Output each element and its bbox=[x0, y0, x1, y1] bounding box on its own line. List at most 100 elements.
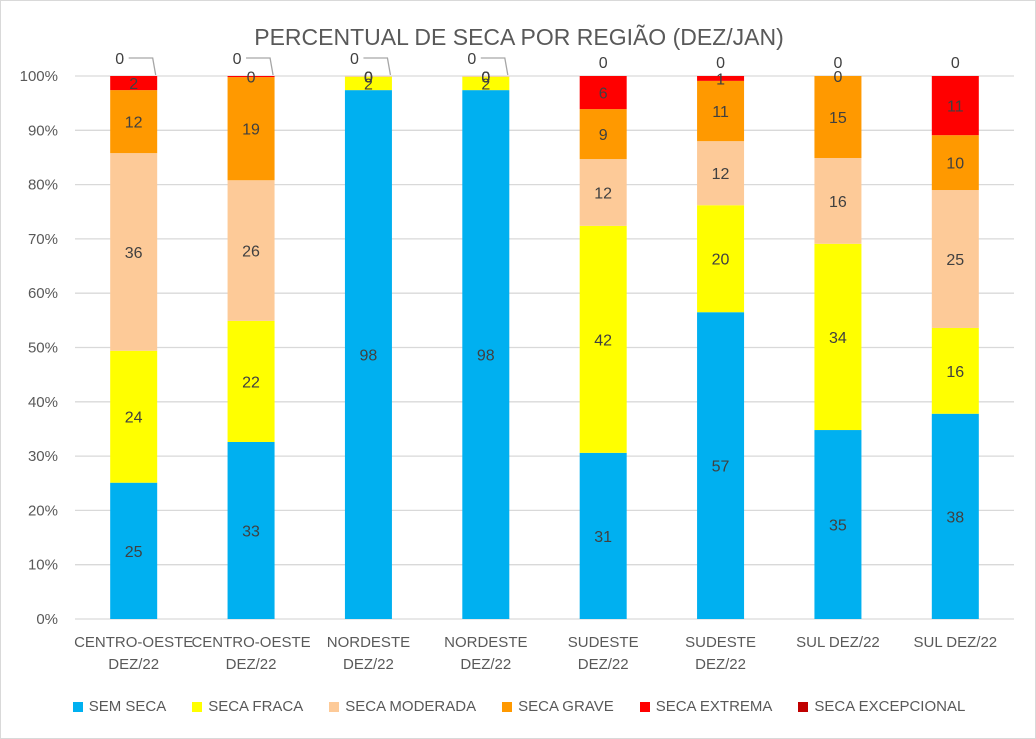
chart-title: PERCENTUAL DE SECA POR REGIÃO (DEZ/JAN) bbox=[254, 24, 784, 50]
data-label: 36 bbox=[125, 245, 143, 262]
data-label: 11 bbox=[947, 99, 964, 116]
chart-svg: PERCENTUAL DE SECA POR REGIÃO (DEZ/JAN) … bbox=[20, 24, 1014, 673]
bar-segment-seca-grave bbox=[579, 109, 627, 160]
data-label: 0 bbox=[599, 55, 608, 72]
bar-segment-seca-extrema bbox=[697, 76, 745, 81]
bar-segment-seca-extrema bbox=[579, 76, 627, 110]
x-tick-label: SUL DEZ/22 bbox=[796, 634, 880, 651]
bar-segment-seca-moderada bbox=[814, 157, 862, 244]
x-tick-label: DEZ/22 bbox=[226, 656, 277, 673]
data-label: 98 bbox=[477, 348, 495, 365]
bar-segment-seca-extrema bbox=[227, 76, 275, 78]
bar-segment-seca-fraca bbox=[579, 225, 627, 453]
data-label: 0 bbox=[951, 55, 960, 72]
y-tick-label: 0% bbox=[36, 611, 58, 628]
legend-swatch bbox=[72, 701, 83, 712]
bar-segment-seca-fraca bbox=[344, 76, 392, 91]
data-labels: 2524361220332226190098200009820000314212… bbox=[115, 51, 964, 561]
x-tick-label: SUL DEZ/22 bbox=[913, 634, 997, 651]
y-tick-label: 30% bbox=[28, 448, 58, 465]
x-tick-label: DEZ/22 bbox=[578, 656, 629, 673]
data-label: 12 bbox=[125, 115, 143, 132]
legend-swatch bbox=[639, 701, 650, 712]
x-tick-label: DEZ/22 bbox=[695, 656, 746, 673]
data-label: 0 bbox=[481, 69, 490, 86]
legend-label: SEM SECA bbox=[88, 698, 167, 715]
y-tick-label: 70% bbox=[28, 231, 58, 248]
bar-segment-seca-moderada bbox=[227, 180, 275, 321]
data-label: 0 bbox=[833, 55, 842, 72]
data-label: 12 bbox=[594, 185, 612, 202]
data-label: 0 bbox=[233, 51, 242, 68]
bar-segment-seca-grave bbox=[227, 77, 275, 181]
data-label: 6 bbox=[599, 86, 608, 103]
data-label: 35 bbox=[829, 518, 847, 535]
data-label: 26 bbox=[242, 244, 260, 261]
bar-segment-sem-seca bbox=[697, 312, 745, 619]
data-label: 0 bbox=[833, 69, 842, 86]
data-label: 57 bbox=[712, 459, 730, 476]
data-label: 20 bbox=[712, 252, 730, 269]
data-label: 2 bbox=[481, 76, 490, 93]
y-tick-label: 20% bbox=[28, 502, 58, 519]
data-label: 25 bbox=[125, 544, 143, 561]
x-tick-label: DEZ/22 bbox=[460, 656, 511, 673]
data-label: 0 bbox=[364, 69, 373, 86]
legend-label: SECA EXCEPCIONAL bbox=[814, 698, 966, 715]
bar-segment-seca-moderada bbox=[931, 190, 979, 328]
legend-swatch bbox=[798, 701, 809, 712]
bars bbox=[110, 76, 979, 620]
data-label: 16 bbox=[829, 194, 847, 211]
y-tick-label: 100% bbox=[20, 68, 58, 85]
bar-segment-sem-seca bbox=[579, 452, 627, 619]
y-tick-label: 10% bbox=[28, 557, 58, 574]
data-label: 11 bbox=[712, 104, 729, 121]
legend-item: SECA GRAVE bbox=[502, 698, 614, 715]
label-leader-line bbox=[363, 57, 392, 76]
bar-segment-seca-fraca bbox=[227, 320, 275, 442]
x-tick-label: NORDESTE bbox=[444, 634, 527, 651]
data-label: 2 bbox=[364, 76, 373, 93]
bar-segment-seca-extrema bbox=[110, 76, 158, 91]
bar-segment-seca-grave bbox=[110, 90, 158, 154]
y-tick-label: 60% bbox=[28, 285, 58, 302]
x-tick-label: NORDESTE bbox=[327, 634, 410, 651]
legend: SEM SECA SECA FRACA SECA MODERADA SECA GRAV… bbox=[1, 698, 1036, 715]
legend-label: SECA EXTREMA bbox=[655, 698, 773, 715]
data-label: 0 bbox=[467, 51, 476, 68]
legend-item: SECA MODERADA bbox=[329, 698, 476, 715]
data-label: 0 bbox=[481, 69, 490, 86]
x-tick-label: DEZ/22 bbox=[343, 656, 394, 673]
bar-segment-sem-seca bbox=[110, 482, 158, 619]
label-leader-line bbox=[480, 57, 509, 76]
data-label: 0 bbox=[350, 51, 359, 68]
bar-segment-seca-moderada bbox=[579, 159, 627, 226]
gridlines bbox=[75, 75, 1014, 620]
legend-label: SECA FRACA bbox=[208, 698, 304, 715]
label-leader-line bbox=[246, 57, 274, 76]
legend-item: SECA EXCEPCIONAL bbox=[798, 698, 965, 715]
legend-item: SEM SECA bbox=[72, 698, 167, 715]
data-label: 31 bbox=[594, 529, 612, 546]
data-label: 0 bbox=[481, 69, 490, 86]
data-label: 12 bbox=[712, 166, 730, 183]
data-label: 0 bbox=[364, 69, 373, 86]
legend-swatch bbox=[502, 701, 513, 712]
bar-segment-seca-moderada bbox=[462, 76, 510, 77]
x-tick-label: CENTRO-OESTE bbox=[191, 634, 310, 651]
data-label: 22 bbox=[242, 374, 260, 391]
y-tick-label: 50% bbox=[28, 340, 58, 357]
data-label: 1 bbox=[716, 71, 725, 88]
bar-segment-seca-grave bbox=[697, 80, 745, 142]
bar-segment-seca-extrema bbox=[931, 76, 979, 136]
bar-segment-sem-seca bbox=[344, 90, 392, 620]
y-tick-label: 80% bbox=[28, 177, 58, 194]
data-label: 42 bbox=[594, 332, 612, 349]
data-label: 10 bbox=[946, 156, 964, 173]
bar-segment-seca-fraca bbox=[462, 76, 510, 91]
bar-segment-seca-moderada bbox=[344, 76, 392, 77]
bar-segment-seca-grave bbox=[814, 76, 862, 158]
data-label: 15 bbox=[829, 110, 847, 127]
bar-segment-seca-fraca bbox=[814, 243, 862, 431]
